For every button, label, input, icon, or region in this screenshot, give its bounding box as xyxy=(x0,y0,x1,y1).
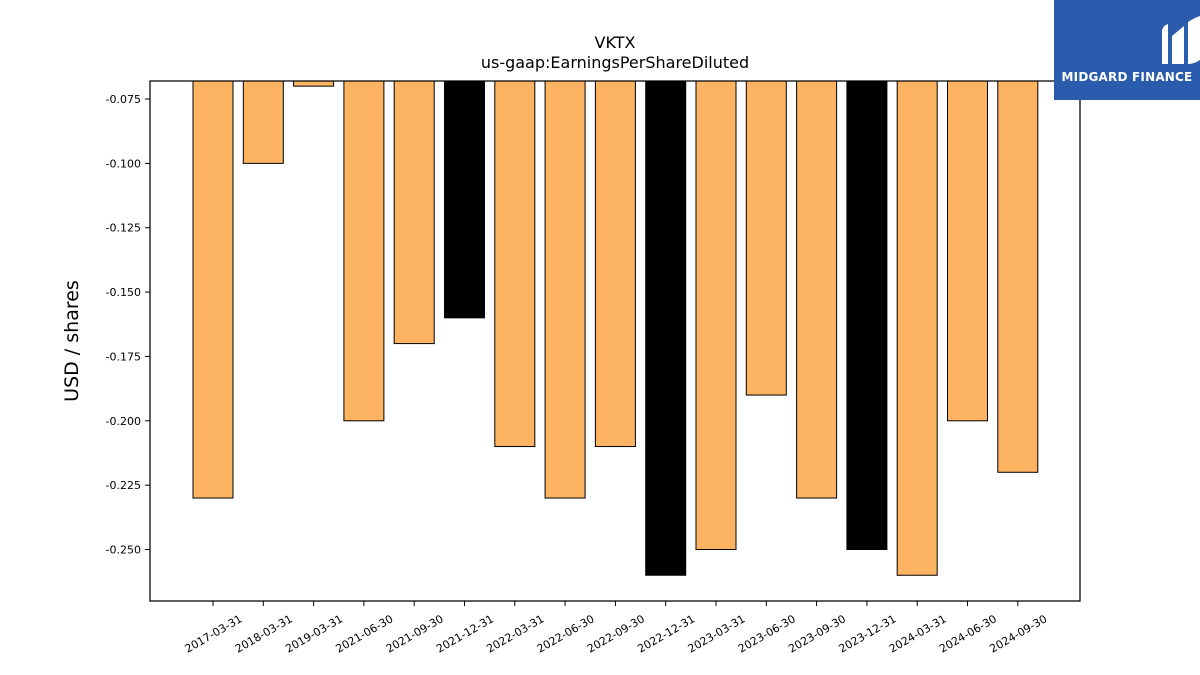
bar-2022-12-31 xyxy=(645,80,687,576)
bar-2022-06-30 xyxy=(544,80,586,499)
chart-subtitle: us-gaap:EarningsPerShareDiluted xyxy=(481,53,749,72)
bar-2021-09-30 xyxy=(393,80,435,345)
bar-2024-03-31 xyxy=(896,80,938,576)
y-tick-label: -0.250 xyxy=(106,544,141,557)
y-tick-label: -0.150 xyxy=(106,286,141,299)
brand-logo: MIDGARD FINANCE xyxy=(1054,0,1200,100)
y-tick-label: -0.075 xyxy=(106,93,141,106)
bar-2021-06-30 xyxy=(343,80,385,422)
bar-2023-09-30 xyxy=(796,80,838,499)
x-tick-label: 2024-09-30 xyxy=(987,612,1049,655)
logo-mark-icon xyxy=(1162,16,1200,64)
brand-name: MIDGARD FINANCE xyxy=(1061,70,1193,84)
bar-2023-03-31 xyxy=(695,80,737,551)
bar-2017-03-31 xyxy=(192,80,234,499)
y-axis: -0.075 -0.100 -0.125 -0.150 -0.175 -0.200 -0.2… xyxy=(106,93,150,557)
y-tick-label: -0.175 xyxy=(106,350,141,363)
y-axis-label: USD / shares xyxy=(61,280,83,402)
bar-2023-12-31 xyxy=(846,80,888,551)
bar-2019-03-31 xyxy=(293,80,335,87)
bar-2024-06-30 xyxy=(947,80,988,422)
chart-title: VKTX xyxy=(595,33,636,52)
bar-2022-09-30 xyxy=(594,80,636,448)
y-tick-label: -0.100 xyxy=(106,157,141,170)
x-axis: 2017-03-312018-03-312019-03-312021-06-30… xyxy=(183,601,1049,656)
y-tick-label: -0.125 xyxy=(106,222,141,235)
y-tick-label: -0.225 xyxy=(106,479,141,492)
bar-2024-09-30 xyxy=(997,80,1039,473)
y-tick-label: -0.200 xyxy=(106,415,141,428)
bar-2023-06-30 xyxy=(745,80,787,396)
bar-2021-12-31 xyxy=(444,80,485,319)
bar-2018-03-31 xyxy=(242,80,284,164)
bar-2022-03-31 xyxy=(494,80,536,448)
plot-frame xyxy=(149,80,1081,602)
bars-group xyxy=(192,80,1039,576)
